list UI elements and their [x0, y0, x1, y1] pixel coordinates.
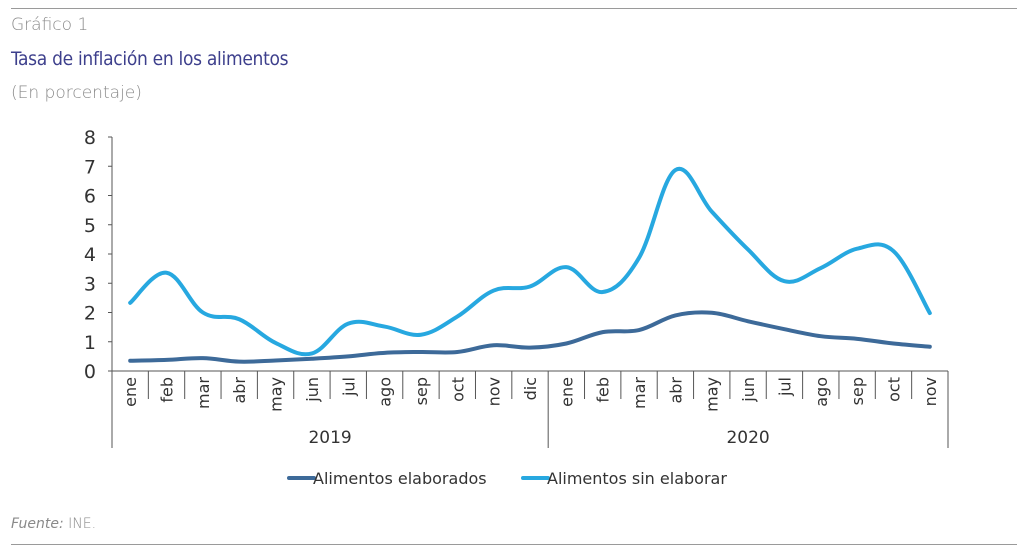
x-tick-label: abr: [230, 377, 249, 404]
x-tick-label: ago: [812, 377, 831, 407]
x-tick-label: oct: [884, 377, 903, 402]
x-tick-label: ene: [557, 377, 576, 407]
legend-label-alimentos-elaborados: Alimentos elaborados: [313, 469, 487, 488]
x-tick-label: jul: [775, 377, 794, 397]
x-tick-label: feb: [594, 377, 613, 403]
source-note: Fuente: INE.: [11, 516, 96, 532]
x-tick-label: feb: [158, 377, 177, 403]
source-text: INE.: [63, 516, 97, 532]
x-tick-label: sep: [412, 377, 431, 405]
x-tick-label: mar: [630, 377, 649, 409]
year-group-label: 2020: [726, 428, 769, 448]
x-tick-label: may: [267, 377, 286, 412]
x-tick-label: may: [703, 377, 722, 412]
source-prefix: Fuente:: [11, 516, 64, 532]
x-tick-label: oct: [448, 377, 467, 402]
x-tick-label: mar: [194, 377, 213, 409]
x-tick-label: jun: [739, 377, 758, 403]
x-tick-label: abr: [666, 377, 685, 404]
x-tick-label: ene: [121, 377, 140, 407]
top-rule: [11, 8, 1017, 9]
bottom-rule: [11, 544, 1017, 545]
figure-label: Gráfico 1: [11, 15, 89, 35]
x-tick-label: dic: [521, 377, 540, 400]
y-tick-label: 8: [84, 127, 96, 149]
x-tick-label: jun: [303, 377, 322, 403]
series-line-alimentos-elaborados: [128, 310, 932, 364]
y-tick-label: 4: [84, 244, 96, 266]
x-tick-label: ago: [376, 377, 395, 407]
chart-subtitle: (En porcentaje): [11, 83, 142, 103]
series-line-alimentos-sin-elaborar: [128, 166, 932, 357]
y-tick-label: 3: [84, 273, 96, 295]
x-tick-label: jul: [339, 377, 358, 397]
y-tick-label: 6: [84, 186, 96, 208]
chart-title: Tasa de inflación en los alimentos: [11, 48, 289, 70]
legend-label-alimentos-sin-elaborar: Alimentos sin elaborar: [547, 469, 727, 488]
y-tick-label: 0: [84, 361, 96, 383]
x-tick-label: nov: [921, 377, 940, 406]
year-group-label: 2019: [308, 428, 351, 448]
x-tick-label: nov: [485, 377, 504, 406]
y-tick-label: 5: [84, 215, 96, 237]
y-tick-label: 2: [84, 303, 96, 325]
x-tick-label: sep: [848, 377, 867, 405]
y-tick-label: 1: [84, 332, 96, 354]
y-tick-label: 7: [84, 156, 96, 178]
